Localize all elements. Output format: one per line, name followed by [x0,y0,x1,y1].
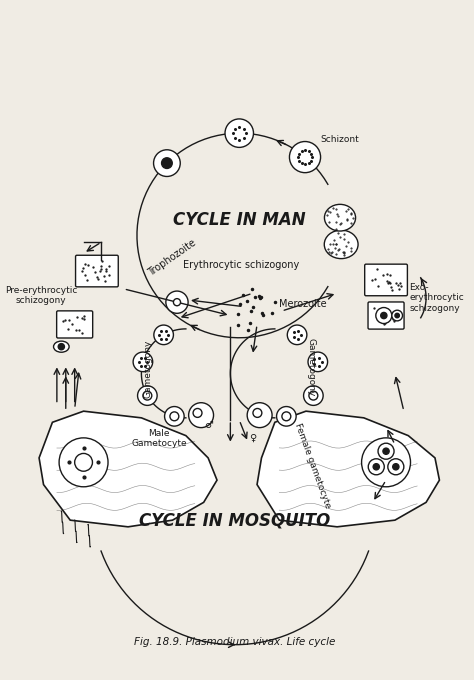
Text: Trophozoite: Trophozoite [147,237,198,277]
Circle shape [75,454,92,471]
Circle shape [164,407,184,426]
Circle shape [276,407,296,426]
Circle shape [225,119,254,148]
Circle shape [189,403,214,428]
Polygon shape [39,411,217,527]
Circle shape [143,391,152,400]
Circle shape [378,443,394,459]
Ellipse shape [54,341,69,352]
Text: Male
Gametocyte: Male Gametocyte [131,429,187,448]
Text: CYCLE IN MAN: CYCLE IN MAN [173,211,306,229]
Text: Female gametocyte: Female gametocyte [293,422,332,510]
FancyBboxPatch shape [365,264,407,296]
Ellipse shape [324,205,356,231]
Text: Pre-erythrocytic
schizogony: Pre-erythrocytic schizogony [5,286,77,305]
Circle shape [58,343,64,350]
Text: Merozoite: Merozoite [279,299,327,309]
Text: Fig. 18.9. Plasmodium vivax. Life cycle: Fig. 18.9. Plasmodium vivax. Life cycle [134,637,336,647]
Text: Gametogony: Gametogony [307,337,316,396]
Polygon shape [257,411,439,527]
Circle shape [253,409,262,418]
Circle shape [137,386,157,405]
Circle shape [392,310,402,321]
Circle shape [162,158,172,169]
Circle shape [247,403,272,428]
Circle shape [154,325,173,345]
Circle shape [173,299,181,306]
Circle shape [383,448,389,454]
Circle shape [381,312,387,319]
Text: Exo-
erythrocytic
schizogony: Exo- erythrocytic schizogony [409,283,464,313]
Text: Schizont: Schizont [320,135,359,143]
FancyBboxPatch shape [368,302,404,329]
FancyBboxPatch shape [57,311,93,338]
Circle shape [362,438,410,487]
Circle shape [395,313,400,318]
Circle shape [308,352,328,372]
Circle shape [154,150,180,177]
Circle shape [290,141,320,173]
Ellipse shape [324,230,358,258]
Circle shape [282,412,291,421]
Circle shape [393,464,399,470]
Text: Erythrocytic schizogony: Erythrocytic schizogony [183,260,300,270]
Circle shape [170,412,179,421]
Circle shape [287,325,307,345]
Circle shape [309,391,318,400]
Circle shape [303,386,323,405]
Circle shape [376,307,392,324]
Circle shape [193,409,202,418]
Circle shape [59,438,108,487]
FancyBboxPatch shape [75,255,118,287]
Text: CYCLE IN MOSQUITO: CYCLE IN MOSQUITO [139,511,330,529]
Circle shape [166,291,188,313]
Circle shape [373,464,379,470]
Circle shape [368,459,384,475]
Text: ♂: ♂ [204,420,212,430]
Text: ♀: ♀ [249,432,256,443]
Text: Gametogony: Gametogony [144,340,153,398]
Circle shape [388,459,404,475]
Circle shape [133,352,153,372]
